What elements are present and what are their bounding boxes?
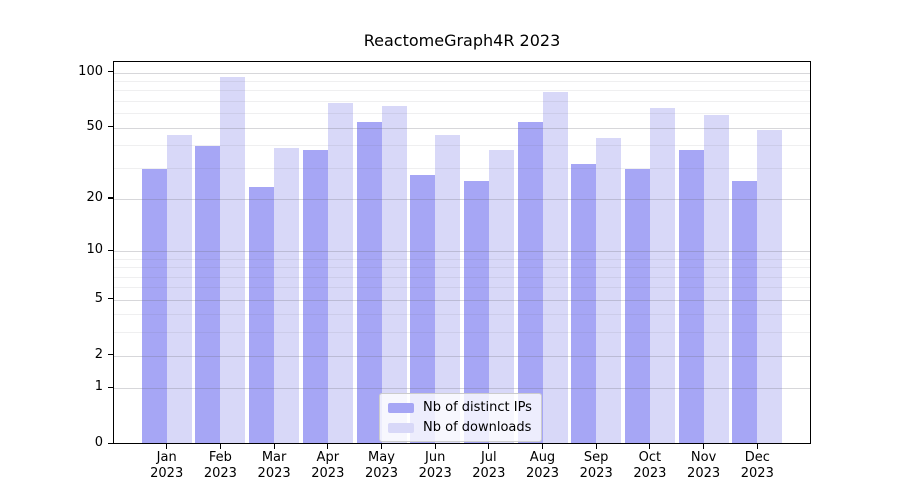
- bar-sep-2023-nb-of-downloads: [596, 138, 622, 443]
- bar-dec-2023-nb-of-downloads: [757, 129, 783, 443]
- x-tick-mark-jul-2023: [488, 444, 490, 449]
- x-tick-label-line: Apr: [316, 450, 340, 465]
- x-tick-label-nov-2023: Nov 2023: [672, 450, 736, 482]
- x-tick-label-line: Feb: [208, 450, 232, 465]
- x-tick-label-line: 2023: [203, 466, 237, 481]
- x-tick-label-jul-2023: Jul 2023: [457, 450, 521, 482]
- y-tick-label-2: 2: [94, 346, 103, 362]
- legend-swatch-nb-of-downloads: [388, 422, 414, 433]
- x-tick-mark-mar-2023: [273, 444, 275, 449]
- x-tick-label-jan-2023: Jan 2023: [135, 450, 199, 482]
- bars-layer: [114, 62, 810, 443]
- x-tick-label-line: 2023: [740, 466, 774, 481]
- x-tick-label-line: 2023: [579, 466, 613, 481]
- bar-dec-2023-nb-of-distinct-ips: [732, 180, 758, 443]
- x-tick-mark-nov-2023: [703, 444, 705, 449]
- bar-oct-2023-nb-of-distinct-ips: [624, 169, 650, 443]
- x-tick-label-line: Oct: [638, 450, 662, 465]
- y-tick-label-100: 100: [78, 63, 103, 79]
- bar-mar-2023-nb-of-downloads: [274, 148, 300, 443]
- x-tick-label-line: 2023: [525, 466, 560, 481]
- bar-feb-2023-nb-of-downloads: [220, 77, 246, 443]
- bar-apr-2023-nb-of-downloads: [327, 103, 353, 443]
- bar-oct-2023-nb-of-downloads: [649, 108, 675, 443]
- x-tick-label-aug-2023: Aug 2023: [511, 450, 575, 482]
- bar-jan-2023-nb-of-distinct-ips: [141, 169, 167, 443]
- y-tick-label-20: 20: [86, 189, 103, 205]
- x-tick-label-line: Dec: [744, 450, 770, 465]
- x-tick-label-line: 2023: [633, 466, 667, 481]
- legend-label-nb-of-distinct-ips: Nb of distinct IPs: [423, 400, 532, 415]
- bar-nov-2023-nb-of-distinct-ips: [678, 150, 704, 443]
- x-tick-label-line: Nov: [690, 450, 717, 465]
- bar-feb-2023-nb-of-distinct-ips: [195, 146, 221, 443]
- x-tick-label-sep-2023: Sep 2023: [564, 450, 628, 482]
- x-tick-label-oct-2023: Oct 2023: [618, 450, 682, 482]
- x-tick-mark-may-2023: [380, 444, 383, 449]
- y-tick-label-10: 10: [86, 242, 103, 257]
- bar-may-2023-nb-of-downloads: [381, 105, 407, 443]
- bar-mar-2023-nb-of-distinct-ips: [249, 187, 275, 443]
- legend-entry-nb-of-downloads: Nb of downloads: [388, 419, 532, 436]
- x-tick-mark-sep-2023: [595, 444, 597, 449]
- legend-entry-nb-of-distinct-ips: Nb of distinct IPs: [388, 399, 532, 416]
- x-tick-label-line: Aug: [529, 450, 556, 465]
- x-tick-label-line: May: [368, 450, 395, 465]
- bar-jun-2023-nb-of-downloads: [435, 134, 461, 443]
- x-tick-mark-jan-2023: [166, 444, 168, 449]
- x-tick-label-line: 2023: [418, 466, 452, 481]
- y-tick-label-50: 50: [86, 118, 103, 134]
- x-tick-label-line: 2023: [150, 466, 184, 481]
- x-tick-label-line: Mar: [261, 450, 287, 465]
- x-tick-label-mar-2023: Mar 2023: [242, 450, 306, 482]
- x-tick-label-dec-2023: Dec 2023: [725, 450, 789, 482]
- chart-title: ReactomeGraph4R 2023: [363, 31, 561, 50]
- x-tick-label-line: 2023: [687, 466, 721, 481]
- x-tick-label-line: Sep: [583, 450, 609, 465]
- bar-jan-2023-nb-of-downloads: [166, 134, 192, 443]
- x-tick-label-jun-2023: Jun 2023: [403, 450, 467, 482]
- bar-may-2023-nb-of-distinct-ips: [356, 121, 382, 443]
- x-tick-label-line: Jan: [156, 450, 177, 465]
- x-tick-mark-aug-2023: [541, 444, 544, 449]
- x-tick-mark-apr-2023: [327, 444, 329, 449]
- bar-nov-2023-nb-of-downloads: [703, 114, 729, 443]
- x-tick-label-line: 2023: [311, 466, 345, 481]
- legend: Nb of distinct IPs Nb of downloads: [379, 393, 542, 442]
- x-tick-label-line: 2023: [257, 466, 291, 481]
- bar-apr-2023-nb-of-distinct-ips: [302, 150, 328, 443]
- x-tick-label-line: Jul: [480, 450, 497, 465]
- x-tick-label-may-2023: May 2023: [350, 450, 414, 482]
- x-tick-mark-feb-2023: [219, 444, 221, 449]
- y-tick-label-1: 1: [94, 379, 103, 395]
- x-tick-label-apr-2023: Apr 2023: [296, 450, 360, 482]
- x-tick-mark-dec-2023: [756, 444, 758, 449]
- x-tick-label-line: Jun: [425, 450, 446, 465]
- bar-aug-2023-nb-of-distinct-ips: [517, 121, 543, 443]
- legend-label-nb-of-downloads: Nb of downloads: [423, 420, 532, 435]
- bar-aug-2023-nb-of-downloads: [542, 92, 568, 443]
- x-tick-label-line: 2023: [364, 466, 399, 481]
- x-tick-mark-oct-2023: [649, 444, 651, 449]
- x-tick-label-feb-2023: Feb 2023: [188, 450, 252, 482]
- x-tick-label-line: 2023: [472, 466, 506, 481]
- y-tick-label-5: 5: [94, 290, 103, 306]
- bar-sep-2023-nb-of-distinct-ips: [571, 164, 597, 443]
- legend-swatch-nb-of-distinct-ips: [388, 402, 414, 413]
- x-tick-mark-jun-2023: [434, 444, 436, 449]
- plot-area: Nb of distinct IPs Nb of downloads: [113, 61, 811, 444]
- y-tick-label-0: 0: [94, 435, 103, 450]
